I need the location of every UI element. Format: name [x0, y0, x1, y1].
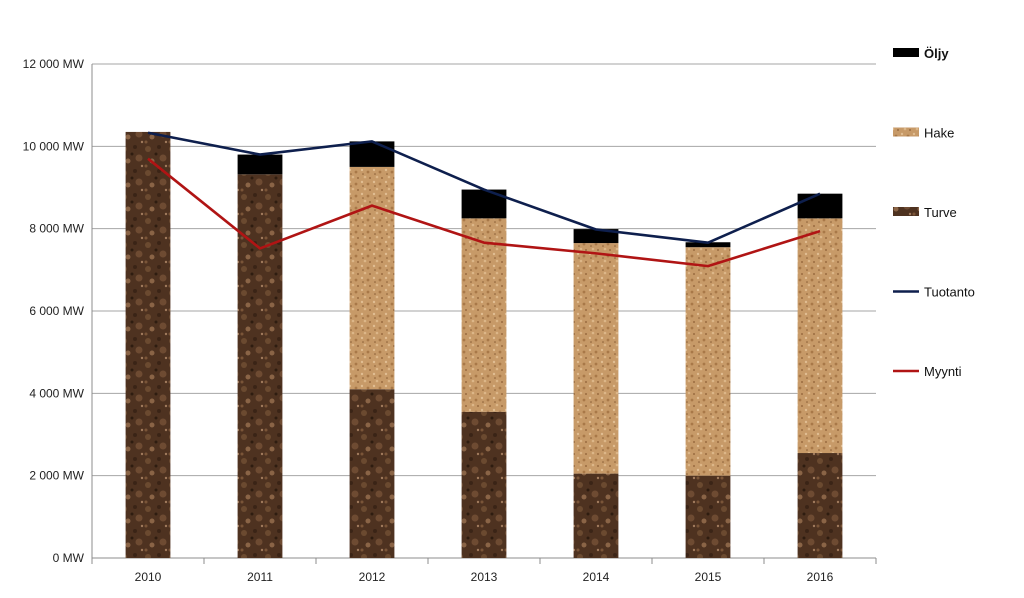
legend-label-tuotanto: Tuotanto: [924, 285, 975, 300]
x-tick-label: 2010: [135, 570, 162, 584]
x-tick-label: 2015: [695, 570, 722, 584]
y-tick-label: 2 000 MW: [29, 469, 84, 483]
bar-turve-2015: [685, 475, 731, 558]
x-axis: 2010 2011 2012 2013 2014 2015 2016: [91, 557, 877, 584]
legend-label-myynti: Myynti: [924, 364, 962, 379]
line-myynti: [147, 157, 821, 268]
bar-ljy-2012: [349, 141, 395, 167]
y-tick-label: 10 000 MW: [23, 139, 85, 153]
legend-label-turve: Turve: [924, 205, 957, 220]
lines: [147, 131, 821, 268]
x-tick-label: 2013: [471, 570, 498, 584]
bar-ljy-2014: [573, 229, 619, 244]
bar-hake-2014: [573, 243, 619, 474]
legend-label-ljy: Öljy: [924, 46, 949, 61]
x-tick-label: 2016: [807, 570, 834, 584]
legend-swatch-turve: [893, 207, 919, 216]
bar-hake-2013: [461, 218, 507, 412]
y-tick-label: 12 000 MW: [23, 57, 85, 71]
y-tick-label: 0 MW: [53, 551, 85, 565]
legend: Öljy Hake Turve Tuotanto Myynti: [893, 46, 975, 379]
bar-turve-2014: [573, 473, 619, 558]
bar-ljy-2015: [685, 242, 731, 248]
bar-turve-2016: [797, 453, 843, 558]
bar-ljy-2011: [237, 154, 283, 175]
y-tick-label: 8 000 MW: [29, 222, 84, 236]
y-tick-label: 6 000 MW: [29, 304, 84, 318]
legend-label-hake: Hake: [924, 126, 954, 141]
bar-turve-2013: [461, 411, 507, 558]
bar-turve-2012: [349, 389, 395, 558]
bars: [125, 131, 843, 559]
bar-turve-2010: [125, 131, 171, 559]
x-tick-label: 2012: [359, 570, 386, 584]
legend-swatch-ljy: [893, 48, 919, 57]
bar-hake-2016: [797, 218, 843, 454]
bar-turve-2011: [237, 174, 283, 558]
x-tick-label: 2014: [583, 570, 610, 584]
y-axis: 0 MW 2 000 MW 4 000 MW 6 000 MW 8 000 MW 10 0…: [23, 57, 93, 565]
bar-ljy-2016: [797, 193, 843, 219]
x-tick-label: 2011: [247, 570, 273, 584]
bar-hake-2012: [349, 166, 395, 390]
bar-hake-2015: [685, 247, 731, 476]
line-tuotanto: [147, 131, 821, 244]
y-tick-label: 4 000 MW: [29, 386, 84, 400]
legend-swatch-hake: [893, 127, 919, 137]
